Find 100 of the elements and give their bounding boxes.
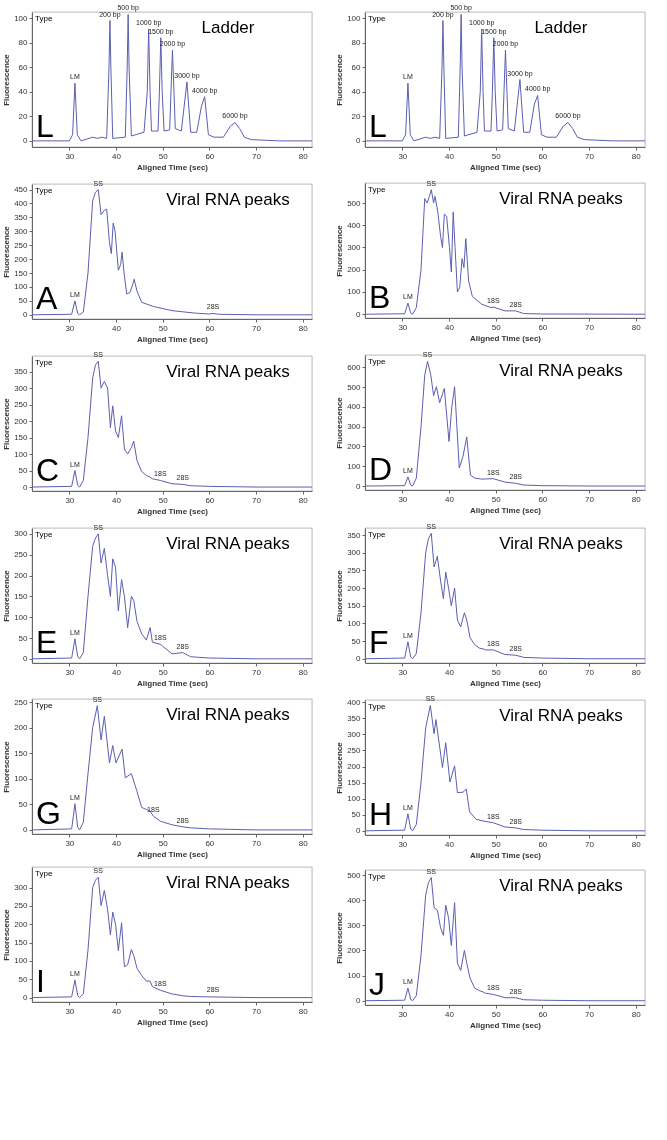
y-tick-label: 100 [14,282,29,292]
x-axis-title: Aligned Time (sec) [470,505,542,515]
y-tick-label: 500 [347,382,362,392]
x-axis-title: Aligned Time (sec) [470,1020,542,1030]
annotation: Type [35,186,53,195]
x-tick-label: 60 [538,494,548,504]
y-tick-label: 200 [14,571,29,580]
x-tick-label: 40 [112,151,122,161]
y-tick-label: 350 [14,367,29,377]
x-tick-label: 70 [252,151,262,161]
line-series [31,876,313,999]
x-axis-title: Aligned Time (sec) [470,678,542,688]
x-tick-label: 70 [252,838,262,848]
x-tick-label: 50 [158,151,169,161]
y-tick-label: 200 [14,254,29,264]
annotation: B [369,279,391,315]
annotation: L [369,108,387,144]
y-tick-label: 350 [347,713,362,723]
y-tick-label: 50 [351,636,362,646]
y-tick-label: 0 [356,136,362,146]
y-tick-label: 60 [18,62,29,72]
y-tick-label: 450 [14,185,29,195]
y-tick-label: 100 [14,449,29,459]
x-tick-label: 70 [585,667,595,677]
y-tick-label: 80 [18,38,29,48]
y-tick-label: 100 [14,13,29,23]
y-tick-label: 200 [347,762,362,772]
y-tick-label: 150 [14,591,29,601]
y-tick-label: 350 [14,212,29,222]
annotation: Type [35,358,53,367]
annotation: Viral RNA peaks [499,534,623,553]
x-tick-label: 40 [112,838,122,848]
annotation: Viral RNA peaks [499,361,623,380]
x-axis-title: Aligned Time (sec) [137,678,209,688]
x-tick-label: 30 [398,1009,408,1019]
annotation: Ladder [201,18,255,37]
annotation: C [36,452,60,488]
y-tick-label: 200 [347,945,362,955]
y-tick-label: 300 [14,226,29,236]
y-axis-title: Fluorescence [335,569,345,622]
x-tick-label: 60 [205,838,215,848]
y-tick-label: 100 [347,618,362,628]
x-axis-title: Aligned Time (sec) [137,334,209,344]
annotation: A [36,280,58,316]
x-tick-label: 40 [112,1006,122,1016]
annotation: Type [35,869,53,878]
y-tick-label: 350 [347,530,362,540]
x-tick-label: 80 [298,667,309,677]
y-tick-label: 300 [347,729,362,739]
x-tick-label: 50 [491,322,502,332]
x-axis-title: Aligned Time (sec) [470,333,542,343]
x-tick-label: 50 [158,323,169,333]
y-axis-title: Fluorescence [2,225,12,278]
y-tick-label: 200 [347,441,362,451]
y-tick-label: 600 [347,362,362,372]
y-tick-label: 0 [23,482,29,492]
y-tick-label: 300 [347,243,362,252]
annotation: Viral RNA peaks [166,362,290,381]
y-tick-label: 0 [23,310,29,320]
y-axis-title: Fluorescence [2,740,12,793]
y-tick-label: 80 [351,38,362,48]
line-series [31,533,313,660]
y-tick-label: 200 [14,416,29,426]
y-tick-label: 100 [347,971,362,981]
y-tick-label: 0 [356,826,362,836]
x-tick-label: 70 [252,1006,262,1016]
y-tick-label: 0 [23,654,29,664]
y-tick-label: 100 [14,956,29,966]
x-tick-label: 60 [205,1006,215,1016]
y-tick-label: 250 [14,550,29,560]
annotation: E [36,624,58,660]
line-series [31,13,313,142]
x-tick-label: 60 [538,667,548,677]
y-tick-label: 0 [356,309,362,319]
y-tick-label: 300 [347,920,362,930]
x-tick-label: 40 [445,839,455,849]
y-tick-label: 100 [347,287,362,297]
x-tick-label: 80 [631,667,642,677]
y-axis-title: Fluorescence [335,911,345,964]
x-tick-label: 40 [112,323,122,333]
y-tick-label: 50 [18,974,29,984]
line-series [31,189,313,316]
x-tick-label: 80 [298,495,309,505]
y-axis-title: Fluorescence [2,569,12,622]
line-series [364,532,646,660]
annotation: J [369,966,385,1002]
x-tick-label: 30 [398,494,408,504]
x-axis-title: Aligned Time (sec) [137,1017,209,1027]
x-tick-label: 70 [585,322,595,332]
annotation: Type [368,14,386,23]
x-axis-title: Aligned Time (sec) [137,162,209,172]
x-tick-label: 30 [398,839,408,849]
y-tick-label: 50 [18,466,29,476]
y-tick-label: 100 [14,612,29,622]
y-tick-label: 400 [14,198,29,208]
annotation: L [36,108,54,144]
y-tick-label: 400 [347,220,362,230]
x-axis-title: Aligned Time (sec) [470,162,542,172]
x-tick-label: 80 [298,323,309,333]
x-tick-label: 60 [538,1009,548,1019]
